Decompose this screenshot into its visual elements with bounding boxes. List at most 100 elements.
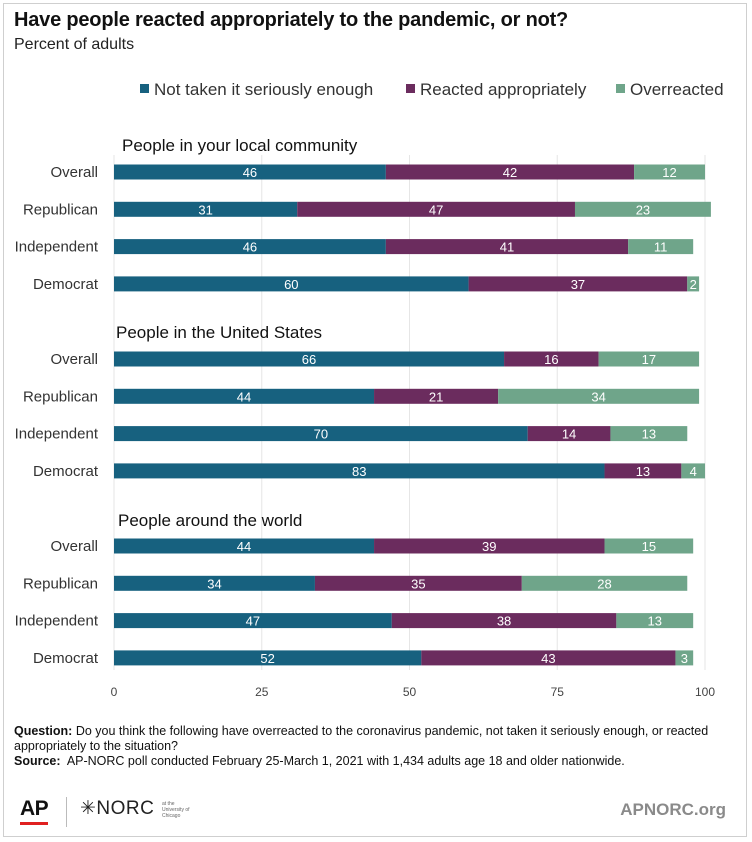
data-label: 44	[237, 539, 251, 554]
data-label: 21	[429, 389, 443, 404]
data-label: 60	[284, 277, 298, 292]
data-label: 13	[642, 427, 656, 442]
bar-segment	[598, 351, 700, 367]
chart-frame	[3, 3, 747, 837]
ap-logo-underline	[20, 822, 48, 825]
bar-segment	[314, 575, 522, 591]
bar-segment	[374, 538, 605, 554]
source-label: Source:	[14, 754, 61, 768]
data-label: 13	[648, 614, 662, 629]
legend-swatch	[406, 84, 415, 93]
bar-segment	[297, 201, 575, 217]
data-label: 15	[642, 539, 656, 554]
bar-segment	[634, 164, 705, 180]
category-label: Democrat	[33, 463, 99, 480]
bar-segment	[114, 239, 386, 255]
data-label: 38	[497, 614, 511, 629]
x-tick-label: 100	[695, 685, 715, 699]
category-label: Independent	[15, 613, 99, 630]
category-label: Democrat	[33, 276, 99, 293]
bar-segment	[385, 164, 635, 180]
legend-label: Not taken it seriously enough	[154, 80, 373, 99]
source-note: Source: AP-NORC poll conducted February …	[14, 754, 734, 769]
x-tick-label: 25	[255, 685, 269, 699]
data-label: 43	[541, 651, 555, 666]
bar-segment	[498, 388, 700, 404]
data-label: 4	[690, 464, 697, 479]
category-label: Republican	[23, 388, 98, 405]
bar-segment	[628, 239, 694, 255]
x-tick-label: 0	[111, 685, 118, 699]
norc-logo: ✳NORC	[80, 798, 155, 819]
data-label: 37	[571, 277, 585, 292]
bar-segment	[114, 650, 422, 666]
ap-logo: AP	[20, 797, 49, 820]
site-link[interactable]: APNORC.org	[620, 800, 726, 819]
norc-logo-subtext: at the University of Chicago	[162, 801, 190, 819]
data-label: 3	[681, 651, 688, 666]
data-label: 83	[352, 464, 366, 479]
x-tick-label: 75	[551, 685, 565, 699]
bar-segment	[610, 426, 688, 442]
bar-segment	[574, 201, 711, 217]
chart-title: Have people reacted appropriately to the…	[14, 9, 569, 31]
data-label: 44	[237, 389, 251, 404]
data-label: 46	[243, 165, 257, 180]
group-title: People in the United States	[116, 323, 322, 342]
data-label: 2	[690, 277, 697, 292]
data-label: 66	[302, 352, 316, 367]
bar-segment	[114, 426, 528, 442]
data-label: 41	[500, 240, 514, 255]
bar-segment	[468, 276, 688, 292]
data-label: 17	[642, 352, 656, 367]
chart-subtitle: Percent of adults	[14, 36, 135, 53]
bar-segment	[616, 613, 694, 629]
chart-notes: Question: Do you think the following hav…	[14, 724, 734, 769]
source-text: AP-NORC poll conducted February 25-March…	[66, 754, 625, 768]
bar-segment	[604, 463, 682, 479]
category-label: Overall	[50, 538, 98, 555]
bar-segment	[521, 575, 688, 591]
bar-segment	[114, 575, 315, 591]
question-text: Do you think the following have overreac…	[14, 724, 709, 753]
legend-label: Overreacted	[630, 80, 724, 99]
category-label: Overall	[50, 351, 98, 368]
bar-segment	[114, 388, 375, 404]
question-note: Question: Do you think the following hav…	[14, 724, 734, 754]
data-label: 12	[662, 165, 676, 180]
bar-segment	[114, 164, 386, 180]
x-tick-label: 50	[403, 685, 417, 699]
data-label: 70	[314, 427, 328, 442]
category-label: Democrat	[33, 650, 99, 667]
bar-segment	[687, 276, 700, 292]
group-title: People around the world	[118, 511, 302, 530]
bar-segment	[681, 463, 705, 479]
bar-segment	[391, 613, 617, 629]
data-label: 46	[243, 240, 257, 255]
data-label: 31	[198, 202, 212, 217]
bar-segment	[675, 650, 694, 666]
bar-segment	[114, 276, 469, 292]
data-label: 34	[207, 576, 221, 591]
data-label: 47	[429, 202, 443, 217]
bar-segment	[114, 351, 505, 367]
category-label: Independent	[15, 426, 99, 443]
group-title: People in your local community	[122, 136, 358, 155]
bar-segment	[504, 351, 599, 367]
logo-divider	[66, 797, 67, 827]
bar-segment	[114, 538, 375, 554]
data-label: 23	[636, 202, 650, 217]
data-label: 13	[636, 464, 650, 479]
category-label: Republican	[23, 201, 98, 218]
data-label: 34	[591, 389, 605, 404]
data-label: 16	[544, 352, 558, 367]
data-label: 47	[246, 614, 260, 629]
bar-segment	[604, 538, 694, 554]
data-label: 52	[260, 651, 274, 666]
data-label: 35	[411, 576, 425, 591]
bar-segment	[114, 613, 392, 629]
bar-segment	[527, 426, 611, 442]
bar-segment	[421, 650, 676, 666]
bar-segment	[385, 239, 629, 255]
legend-label: Reacted appropriately	[420, 80, 587, 99]
